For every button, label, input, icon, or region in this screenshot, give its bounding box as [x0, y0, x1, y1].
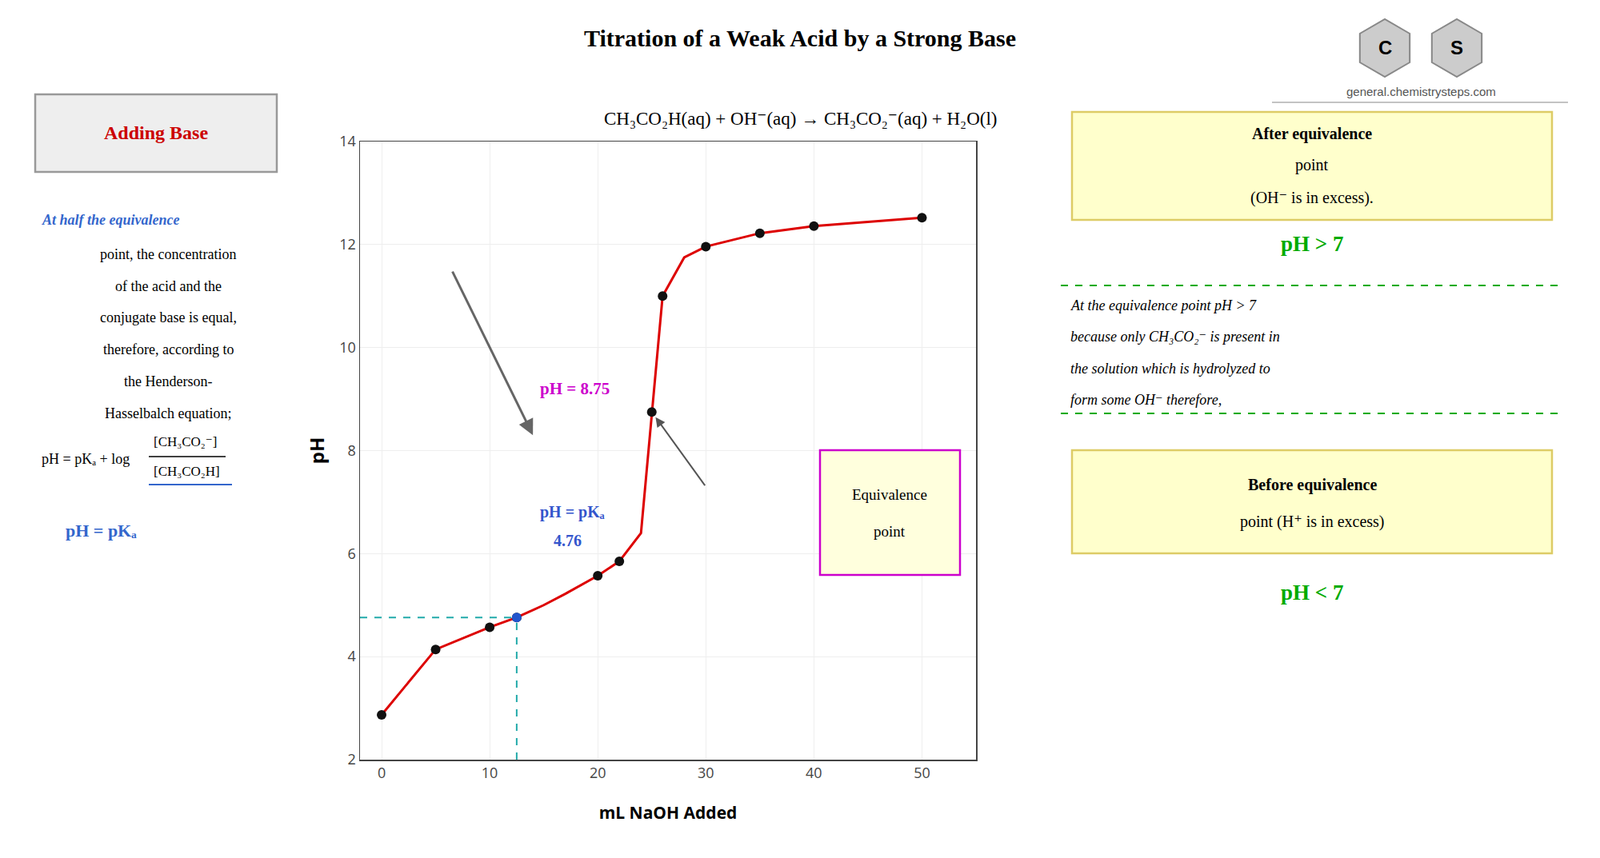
svg-text:4.76: 4.76: [553, 532, 582, 550]
svg-text:pH = 8.75: pH = 8.75: [540, 379, 610, 399]
svg-text:conjugate base is equal,: conjugate base is equal,: [100, 309, 237, 326]
svg-text:pH = pKₐ: pH = pKₐ: [65, 520, 137, 541]
svg-text:C: C: [1378, 36, 1392, 59]
svg-text:8: 8: [348, 440, 356, 460]
svg-text:At the equivalence point pH >: At the equivalence point pH > 7: [1070, 297, 1257, 314]
svg-text:10: 10: [481, 763, 499, 783]
svg-text:Before equivalence: Before equivalence: [1248, 476, 1377, 495]
svg-text:Hasselbalch equation;: Hasselbalch equation;: [104, 405, 232, 422]
svg-text:because only CH₃CO₂⁻ is presen: because only CH₃CO₂⁻ is present in: [1070, 328, 1280, 345]
svg-text:point: point: [1295, 156, 1329, 175]
svg-text:of the acid and the: of the acid and the: [115, 278, 222, 295]
svg-text:pH = pKₐ + log: pH = pKₐ + log: [41, 451, 130, 468]
svg-text:0: 0: [377, 763, 386, 783]
svg-text:the Henderson-: the Henderson-: [124, 373, 212, 390]
svg-text:general.chemistrysteps.com: general.chemistrysteps.com: [1346, 84, 1496, 99]
svg-text:40: 40: [805, 763, 823, 783]
svg-text:50: 50: [913, 763, 931, 783]
svg-text:10: 10: [339, 337, 356, 357]
svg-text:mL NaOH Added: mL NaOH Added: [599, 801, 738, 824]
svg-text:2: 2: [348, 749, 356, 769]
svg-text:therefore, according to: therefore, according to: [103, 341, 234, 358]
svg-text:[CH₃CO₂⁻]: [CH₃CO₂⁻]: [153, 434, 217, 450]
svg-text:After equivalence: After equivalence: [1252, 124, 1372, 144]
svg-text:[CH₃CO₂H]: [CH₃CO₂H]: [153, 464, 220, 480]
svg-text:pH: pH: [303, 437, 330, 465]
svg-text:CH₃CO₂H(aq) + OH⁻(aq) → CH₃CO₂: CH₃CO₂H(aq) + OH⁻(aq) → CH₃CO₂⁻(aq) + H₂…: [604, 108, 997, 129]
svg-text:the solution which is hydrolyz: the solution which is hydrolyzed to: [1070, 360, 1271, 377]
svg-text:20: 20: [589, 763, 607, 783]
svg-text:14: 14: [339, 131, 356, 151]
svg-text:6: 6: [348, 544, 356, 564]
svg-text:form some OH⁻ therefore,: form some OH⁻ therefore,: [1070, 392, 1222, 408]
svg-text:pH = pKₐ: pH = pKₐ: [540, 503, 605, 522]
svg-text:Titration of a Weak Acid by a: Titration of a Weak Acid by a Strong Bas…: [584, 24, 1016, 52]
svg-text:point, the concentration: point, the concentration: [100, 246, 236, 263]
svg-text:point: point: [873, 523, 906, 540]
svg-text:Equivalence: Equivalence: [852, 486, 928, 504]
svg-text:S: S: [1450, 36, 1464, 59]
svg-text:(OH⁻ is in excess).: (OH⁻ is in excess).: [1250, 188, 1374, 208]
svg-text:Adding Base: Adding Base: [104, 122, 208, 144]
svg-text:point (H⁺ is in excess): point (H⁺ is in excess): [1240, 512, 1385, 532]
svg-text:pH > 7: pH > 7: [1280, 232, 1344, 256]
svg-text:At half the equivalence: At half the equivalence: [41, 212, 180, 228]
svg-text:30: 30: [697, 763, 715, 783]
svg-text:pH < 7: pH < 7: [1280, 580, 1344, 605]
svg-text:12: 12: [339, 234, 356, 254]
svg-text:4: 4: [348, 646, 356, 666]
